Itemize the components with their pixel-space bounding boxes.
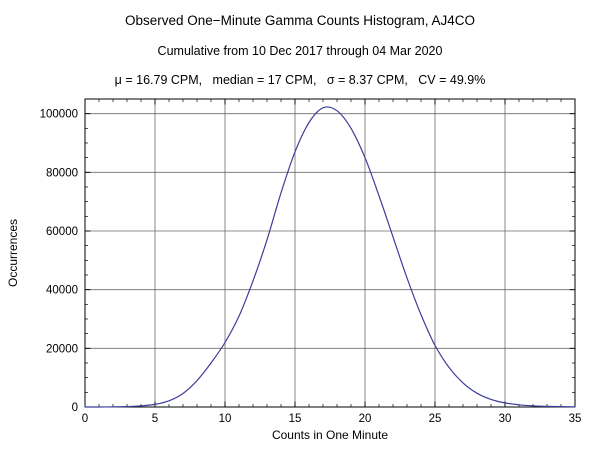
- y-tick-label: 40000: [46, 285, 78, 297]
- x-tick-label: 15: [289, 413, 302, 425]
- y-tick-label: 100000: [40, 109, 78, 121]
- gridlines: [84, 99, 576, 408]
- y-tick-label: 20000: [46, 343, 78, 355]
- x-tick-label: 10: [219, 413, 232, 425]
- x-tick-label: 20: [359, 413, 372, 425]
- x-tick-label: 5: [152, 413, 158, 425]
- y-tick-label: 0: [72, 402, 78, 414]
- y-tick-label: 80000: [46, 167, 78, 179]
- x-axis-label: Counts in One Minute: [272, 428, 388, 442]
- tick-labels: 0 5 10 15 20 25 30 35 0 20000 40000 60000 80000 10000…: [40, 109, 582, 425]
- plot-frame: [84, 98, 576, 408]
- x-tick-label: 0: [82, 413, 88, 425]
- x-tick-label: 35: [569, 413, 582, 425]
- x-tick-label: 25: [429, 413, 442, 425]
- x-tick-label: 30: [499, 413, 512, 425]
- chart-subtitle: Cumulative from 10 Dec 2017 through 04 M…: [157, 44, 443, 58]
- histogram-curve: [84, 106, 576, 408]
- axis-ticks: [84, 99, 576, 408]
- plot-area: Occurrences Counts in One Minute 0 5 10 15 2…: [6, 98, 582, 442]
- chart-title: Observed One−Minute Gamma Counts Histogr…: [124, 13, 476, 28]
- y-axis-label: Occurrences: [6, 219, 20, 287]
- axis-minor-ticks: [85, 98, 575, 407]
- chart-stats-line: μ = 16.79 CPM, median = 17 CPM, σ = 8.37…: [114, 73, 486, 87]
- y-tick-label: 60000: [46, 226, 78, 238]
